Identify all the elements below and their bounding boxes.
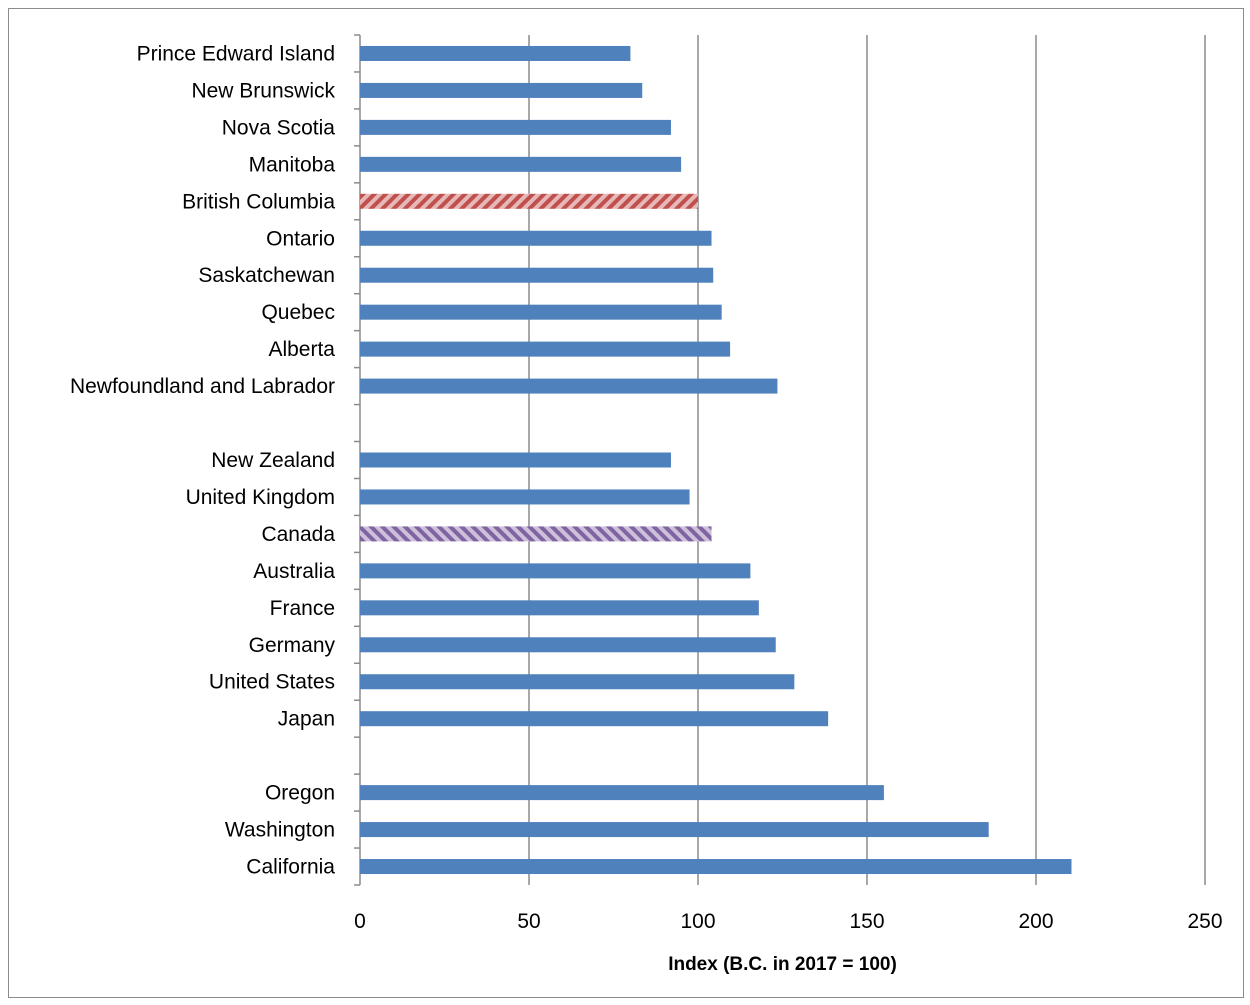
bar bbox=[360, 230, 712, 246]
category-label: Alberta bbox=[268, 338, 335, 361]
category-label: Saskatchewan bbox=[198, 264, 335, 287]
bar bbox=[360, 452, 671, 468]
bar bbox=[360, 822, 989, 838]
bar bbox=[360, 785, 884, 801]
bar bbox=[360, 378, 778, 394]
category-label: United Kingdom bbox=[186, 486, 335, 509]
bar bbox=[360, 859, 1072, 875]
bar bbox=[360, 637, 776, 653]
category-label: Ontario bbox=[266, 227, 335, 250]
category-label: Manitoba bbox=[249, 153, 336, 176]
y-axis bbox=[354, 34, 361, 886]
category-label: New Brunswick bbox=[191, 79, 335, 102]
category-label: British Columbia bbox=[182, 190, 335, 213]
category-label: Newfoundland and Labrador bbox=[70, 375, 335, 398]
bar bbox=[360, 489, 690, 505]
category-label: Nova Scotia bbox=[222, 116, 336, 139]
x-tick-label: 0 bbox=[354, 910, 366, 933]
x-tick-label: 200 bbox=[1018, 910, 1053, 933]
bar bbox=[360, 119, 671, 135]
category-label: Germany bbox=[249, 634, 336, 657]
category-label: Australia bbox=[253, 560, 335, 583]
x-tick-label: 50 bbox=[517, 910, 540, 933]
category-label: California bbox=[246, 856, 335, 879]
bar bbox=[360, 45, 631, 61]
category-label: United States bbox=[209, 671, 335, 694]
x-tick-label: 150 bbox=[849, 910, 884, 933]
x-axis-title: Index (B.C. in 2017 = 100) bbox=[668, 954, 897, 975]
bar bbox=[360, 341, 731, 357]
bar bbox=[360, 526, 712, 542]
bar bbox=[360, 267, 714, 283]
x-tick-labels: 0 50 100 150 200 250 bbox=[354, 910, 1222, 933]
gridlines bbox=[528, 35, 1206, 885]
category-label: Japan bbox=[278, 708, 335, 731]
x-tick-label: 100 bbox=[680, 910, 715, 933]
bar bbox=[360, 711, 829, 727]
bar bbox=[360, 193, 698, 209]
category-label: France bbox=[270, 597, 335, 620]
bar bbox=[360, 563, 751, 579]
category-label: Prince Edward Island bbox=[137, 42, 335, 65]
category-label: Washington bbox=[225, 819, 335, 842]
category-label: New Zealand bbox=[211, 449, 335, 472]
bar bbox=[360, 674, 795, 690]
category-label: Oregon bbox=[265, 782, 335, 805]
bar bbox=[360, 156, 682, 172]
bar bbox=[360, 82, 643, 98]
x-tick-label: 250 bbox=[1187, 910, 1222, 933]
category-label: Canada bbox=[261, 523, 335, 546]
category-label: Quebec bbox=[261, 301, 335, 324]
bar bbox=[360, 600, 759, 616]
bar bbox=[360, 304, 722, 320]
bars bbox=[360, 45, 1072, 875]
category-labels: Prince Edward Island New Brunswick Nova Sc… bbox=[70, 42, 336, 878]
